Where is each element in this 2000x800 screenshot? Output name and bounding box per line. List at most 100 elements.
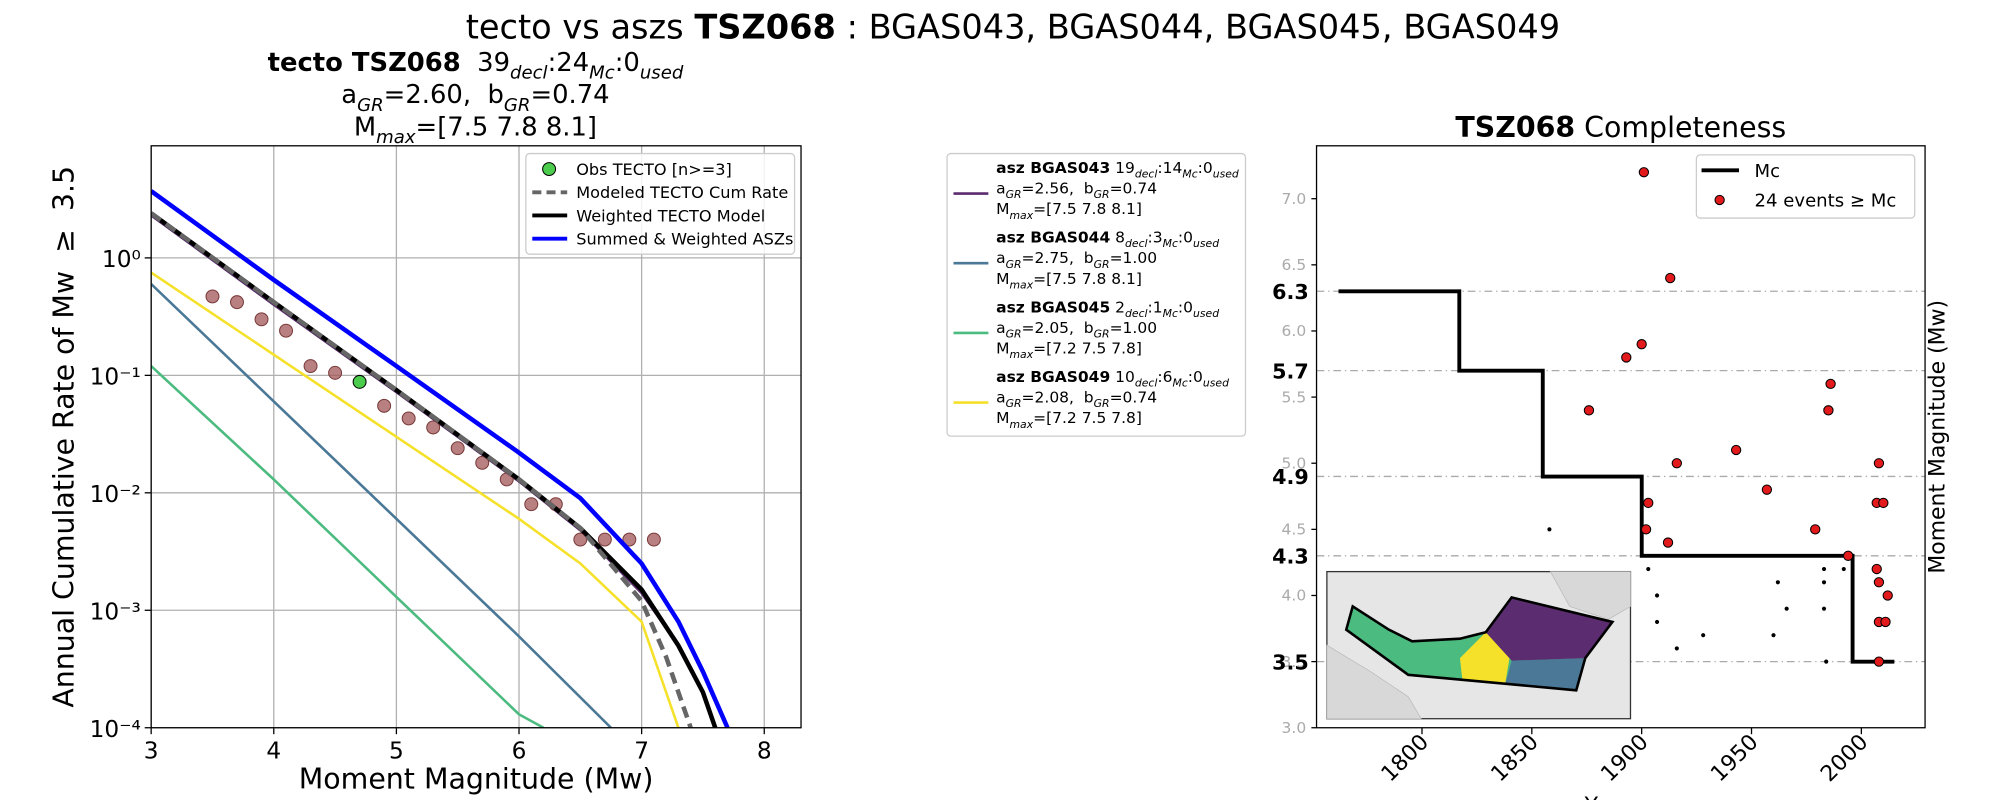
- text-part: max: [1010, 209, 1034, 222]
- text-part: :6: [1157, 368, 1172, 386]
- point: [622, 532, 637, 547]
- point: [1873, 458, 1885, 469]
- text-part: :0: [615, 48, 640, 78]
- x-axis-label: Year: [1584, 794, 1632, 800]
- text-part: 19: [1110, 159, 1135, 177]
- point: [328, 365, 343, 380]
- text-part: =1.00: [1110, 319, 1157, 337]
- y-tick-label: 5.5: [1282, 388, 1307, 406]
- text-part: :0: [1178, 229, 1193, 247]
- x-tick-label: 8: [757, 738, 772, 765]
- legend-label: asz BGAS049 10decl:6Mc:0used: [996, 368, 1229, 390]
- zone-outline: [1344, 595, 1615, 692]
- mc-tick-label: 4.9: [1272, 465, 1309, 489]
- zone-bgas043: [1485, 597, 1613, 661]
- point: [597, 532, 612, 547]
- text-part: =0.74: [530, 80, 609, 110]
- text-part: decl: [1135, 168, 1158, 181]
- text-part: =0.74: [1110, 389, 1157, 407]
- point: [1674, 646, 1679, 651]
- text-part: a: [996, 389, 1006, 407]
- text-part: asz BGAS045: [996, 298, 1110, 316]
- point: [1873, 577, 1885, 588]
- point: [1621, 352, 1632, 363]
- text-part: GR: [1094, 258, 1110, 271]
- chart-title: TSZ068 Completeness: [1455, 111, 1786, 144]
- text-part: a: [996, 319, 1006, 337]
- point: [1775, 580, 1780, 585]
- legend-label: Mmax=[7.2 7.5 7.8]: [996, 340, 1142, 362]
- y-tick-label: 6.5: [1282, 256, 1307, 274]
- point: [1882, 590, 1893, 601]
- point: [1821, 606, 1827, 611]
- point: [1841, 566, 1846, 572]
- text-part: Mc: [1182, 168, 1197, 181]
- text-part: max: [1010, 418, 1034, 431]
- text-part: GR: [357, 95, 384, 116]
- plot-area: [151, 189, 730, 728]
- y-tick-label: 10⁰: [102, 246, 141, 273]
- text-part: asz BGAS043: [996, 159, 1110, 177]
- mc-tick-label: 3.5: [1272, 650, 1309, 674]
- legend-label: aGR=2.08, bGR=0.74: [996, 389, 1157, 411]
- text-part: decl: [1125, 237, 1148, 250]
- text-part: GR: [1006, 328, 1022, 341]
- point: [1665, 272, 1676, 284]
- legend-label: 24 events ≥ Mc: [1755, 190, 1897, 211]
- y-tick-label: 7.0: [1282, 190, 1307, 208]
- point: [230, 295, 244, 310]
- x-tick-label: 5: [389, 738, 404, 765]
- point: [1825, 378, 1836, 390]
- figure-title: tecto vs aszs TSZ068 : BGAS043, BGAS044,…: [466, 8, 1560, 47]
- text-part: M: [996, 200, 1009, 218]
- point: [1878, 497, 1889, 509]
- series-line: [151, 283, 612, 728]
- text-part: used: [1203, 377, 1229, 390]
- text-part: GR: [1094, 328, 1110, 341]
- text-part: :0: [1178, 298, 1193, 316]
- text-part: =[7.5 7.8 8.1]: [416, 112, 597, 142]
- text-part: =2.60, b: [384, 80, 504, 110]
- legend-label: Mc: [1755, 161, 1781, 182]
- text-part: GR: [1006, 188, 1022, 201]
- text-part: a: [341, 80, 357, 110]
- y-tick-label: 6.0: [1282, 322, 1307, 340]
- text-part: used: [1193, 307, 1219, 320]
- point: [279, 323, 294, 338]
- text-part: used: [1193, 237, 1219, 250]
- point: [475, 455, 490, 470]
- point: [377, 398, 392, 413]
- x-tick-label: 6: [512, 738, 527, 765]
- legend-label: Obs TECTO [n>=3]: [576, 160, 732, 179]
- series-line: [151, 189, 730, 728]
- point: [1547, 527, 1552, 532]
- point: [1730, 444, 1742, 456]
- point: [1654, 593, 1660, 598]
- text-part: tecto vs aszs: [466, 8, 695, 47]
- text-part: a: [996, 180, 1006, 198]
- text-part: =2.08, b: [1022, 389, 1094, 407]
- text-part: 39: [461, 48, 510, 78]
- text-part: 8: [1110, 229, 1125, 247]
- point: [426, 420, 441, 435]
- point: [450, 441, 465, 456]
- text-part: =[7.5 7.8 8.1]: [1033, 200, 1142, 218]
- point: [1821, 566, 1827, 572]
- y-tick-label: 4.5: [1282, 521, 1307, 539]
- legend-label: asz BGAS044 8decl:3Mc:0used: [996, 229, 1219, 251]
- chart-title: tecto TSZ068 39decl:24Mc:0used: [268, 48, 684, 84]
- text-part: decl: [510, 63, 548, 84]
- text-part: used: [640, 63, 684, 84]
- y-tick-label: 5.0: [1282, 454, 1307, 472]
- text-part: max: [376, 127, 416, 148]
- point: [303, 359, 318, 374]
- point: [254, 312, 269, 327]
- legend-box: [946, 152, 1247, 437]
- legend-label: aGR=2.75, bGR=1.00: [996, 249, 1157, 271]
- legend-label: aGR=2.05, bGR=1.00: [996, 319, 1157, 341]
- text-part: used: [1213, 168, 1239, 181]
- point: [1671, 458, 1682, 469]
- text-part: decl: [1135, 377, 1158, 390]
- legend-label: Mmax=[7.5 7.8 8.1]: [996, 270, 1142, 292]
